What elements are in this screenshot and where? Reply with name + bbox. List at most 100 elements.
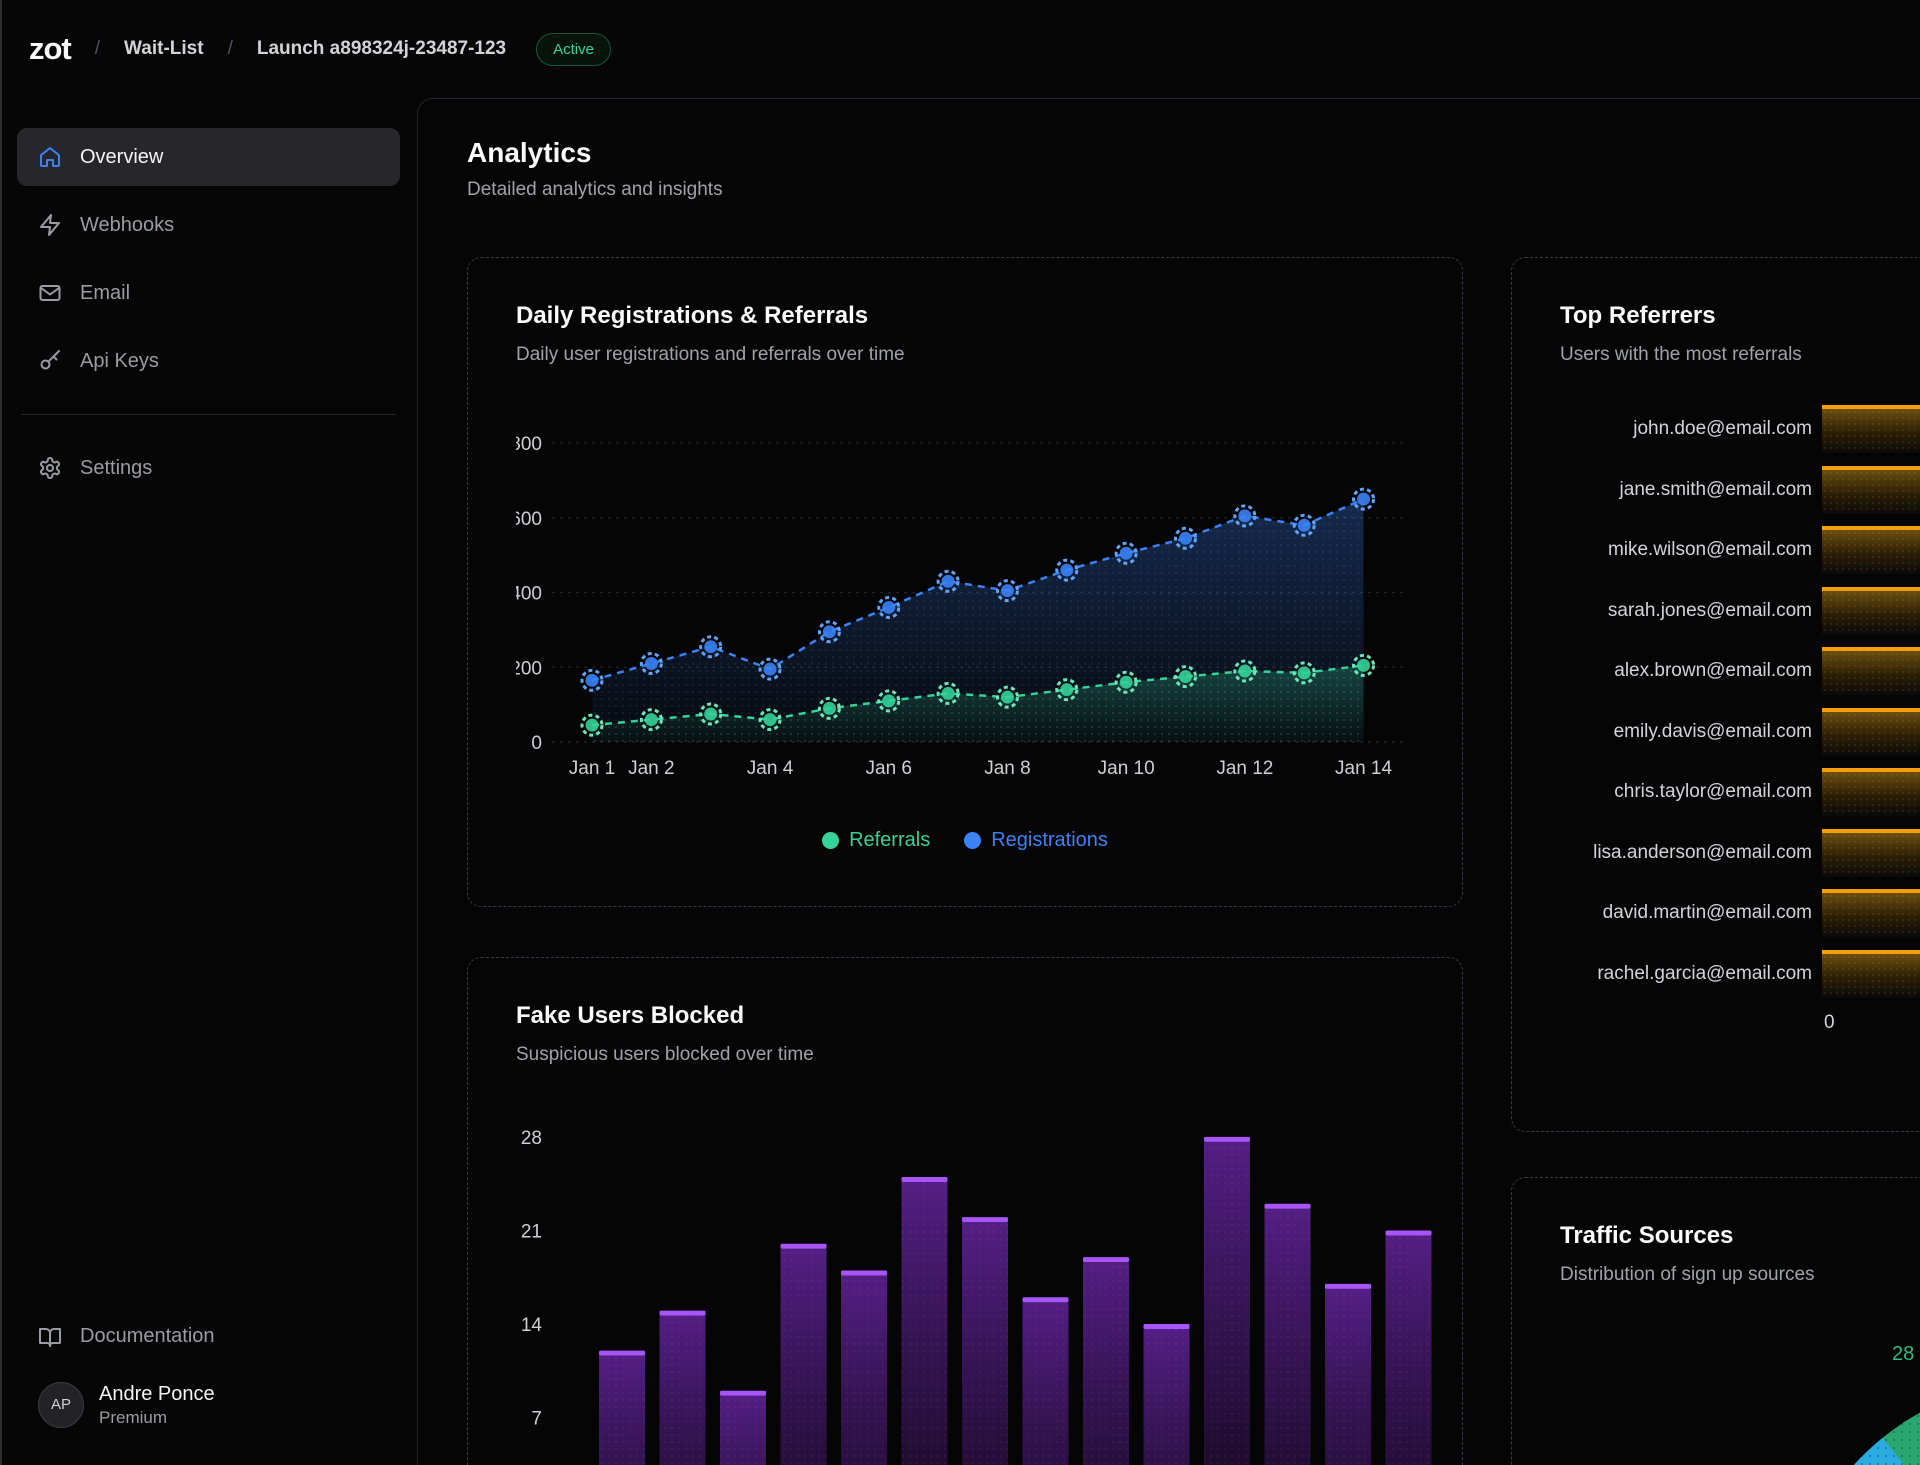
referrer-email: david.martin@email.com [1602,902,1812,923]
referrer-email: emily.davis@email.com [1613,720,1812,742]
sidebar-item-email[interactable]: Email [17,264,400,322]
legend-dot-referrals [822,832,840,849]
card-subtitle: Users with the most referrals [1560,344,1802,365]
gear-icon [38,456,62,480]
referrer-email: lisa.anderson@email.com [1593,841,1812,863]
traffic-pie-chart [1786,1380,1920,1465]
user-name: Andre Ponce [99,1382,215,1405]
main-content: Analytics Detailed analytics and insight… [417,98,1920,1465]
svg-text:Jan 10: Jan 10 [1098,758,1155,779]
page-subtitle: Detailed analytics and insights [467,179,723,200]
svg-text:Jan 8: Jan 8 [984,758,1030,779]
referrer-row: jane.smith@email.com [1560,465,1920,514]
zap-icon [38,213,62,237]
referrer-row: alex.brown@email.com [1560,647,1920,695]
legend-item-referrals: Referrals [822,829,930,852]
svg-text:14: 14 [521,1315,543,1336]
breadcrumb-launch[interactable]: Launch a898324j-23487-123 [256,38,507,59]
referrer-bar [1822,465,1920,514]
referrers-chart: john.doe@email.com jane.smith@email.com mi… [1560,405,1920,998]
sidebar-item-api-keys[interactable]: Api Keys [17,332,400,390]
svg-text:Jan 6: Jan 6 [866,758,912,779]
referrer-row: sarah.jones@email.com [1560,586,1920,635]
sidebar-item-label: Email [80,281,131,304]
top-bar: zot / Wait-List / Launch a898324j-23487-… [0,0,1920,98]
svg-text:28: 28 [521,1128,542,1149]
sidebar-item-documentation[interactable]: Documentation [17,1311,400,1363]
legend-label: Referrals [849,829,931,851]
sidebar-spacer [17,497,400,1311]
axis-zero-label: 0 [1824,1011,1835,1033]
referrer-email: jane.smith@email.com [1619,478,1812,500]
book-open-icon [38,1325,62,1349]
card-subtitle: Distribution of sign up sources [1560,1264,1815,1285]
sidebar-item-webhooks[interactable]: Webhooks [17,196,400,254]
legend-item-registrations: Registrations [964,829,1108,852]
sidebar-item-label: Overview [80,145,164,168]
referrer-email: mike.wilson@email.com [1607,539,1812,560]
referrer-email: sarah.jones@email.com [1607,599,1812,621]
pie-slice-value: 28 [1892,1343,1915,1365]
referrer-email: rachel.garcia@email.com [1597,962,1812,984]
fake-users-chart: 7 14 21 28 [521,1128,1432,1465]
svg-text:7: 7 [531,1408,542,1429]
referrer-bar [1822,707,1920,756]
top-referrers-card: Top Referrers Users with the most referr… [1511,257,1920,1132]
referrer-bar [1822,647,1920,695]
referrer-bar [1822,586,1920,635]
avatar: AP [38,1381,84,1428]
referrer-row: emily.davis@email.com [1560,707,1920,756]
referrer-bar [1822,889,1920,937]
svg-text:21: 21 [521,1221,542,1242]
sidebar: Overview Webhooks Email Api Keys [0,98,417,1465]
breadcrumb-waitlist[interactable]: Wait-List [124,38,204,59]
referrer-email: john.doe@email.com [1633,418,1812,439]
referrer-email: chris.taylor@email.com [1614,781,1812,802]
card-title: Fake Users Blocked [516,1002,745,1029]
registrations-referrals-chart: 0 200 400 600 800 Jan 1 Jan 2 Jan 4 Jan 6 Jan 8 Ja… [516,434,1407,779]
user-menu[interactable]: AP Andre Ponce Premium [17,1381,400,1429]
referrer-bar [1822,949,1920,998]
svg-text:400: 400 [516,584,542,605]
card-title: Traffic Sources [1560,1222,1734,1249]
daily-registrations-card: Daily Registrations & Referrals Daily us… [467,257,1463,907]
card-title: Daily Registrations & Referrals [516,302,869,329]
sidebar-item-label: Api Keys [80,349,159,372]
sidebar-item-settings[interactable]: Settings [17,439,400,497]
card-title: Top Referrers [1560,302,1716,329]
legend-dot-registrations [964,832,982,849]
svg-text:Jan 12: Jan 12 [1216,758,1273,779]
referrer-row: john.doe@email.com [1560,405,1920,453]
svg-text:Jan 2: Jan 2 [628,758,674,779]
sidebar-divider [21,414,396,415]
breadcrumb-separator: / [227,38,233,59]
key-icon [38,349,62,373]
user-info: Andre Ponce Premium [99,1381,215,1429]
referrer-bar [1822,526,1920,574]
legend-label: Registrations [991,829,1108,851]
sidebar-item-label: Documentation [80,1325,215,1348]
svg-text:Jan 14: Jan 14 [1335,758,1392,779]
sidebar-nav: Overview Webhooks Email Api Keys [17,128,400,497]
referrer-email: alex.brown@email.com [1614,660,1812,681]
referrer-row: mike.wilson@email.com [1560,526,1920,574]
referrer-bar [1822,768,1920,816]
home-icon [38,145,62,169]
sidebar-item-overview[interactable]: Overview [17,128,400,186]
svg-text:600: 600 [516,509,542,530]
page-title: Analytics [467,137,592,168]
card-subtitle: Daily user registrations and referrals o… [516,344,905,365]
svg-text:Jan 1: Jan 1 [569,758,615,779]
app-logo[interactable]: zot [29,31,72,66]
svg-text:200: 200 [516,658,542,679]
fake-users-card: Fake Users Blocked Suspicious users bloc… [467,957,1463,1465]
svg-text:0: 0 [531,733,542,754]
card-subtitle: Suspicious users blocked over time [516,1044,814,1065]
mail-icon [38,281,62,305]
status-badge: Active [536,32,611,66]
referrer-bar [1822,828,1920,877]
chart-legend: Referrals Registrations [516,829,1414,852]
referrer-row: david.martin@email.com [1560,889,1920,937]
svg-text:800: 800 [516,434,542,455]
referrer-row: lisa.anderson@email.com [1560,828,1920,877]
